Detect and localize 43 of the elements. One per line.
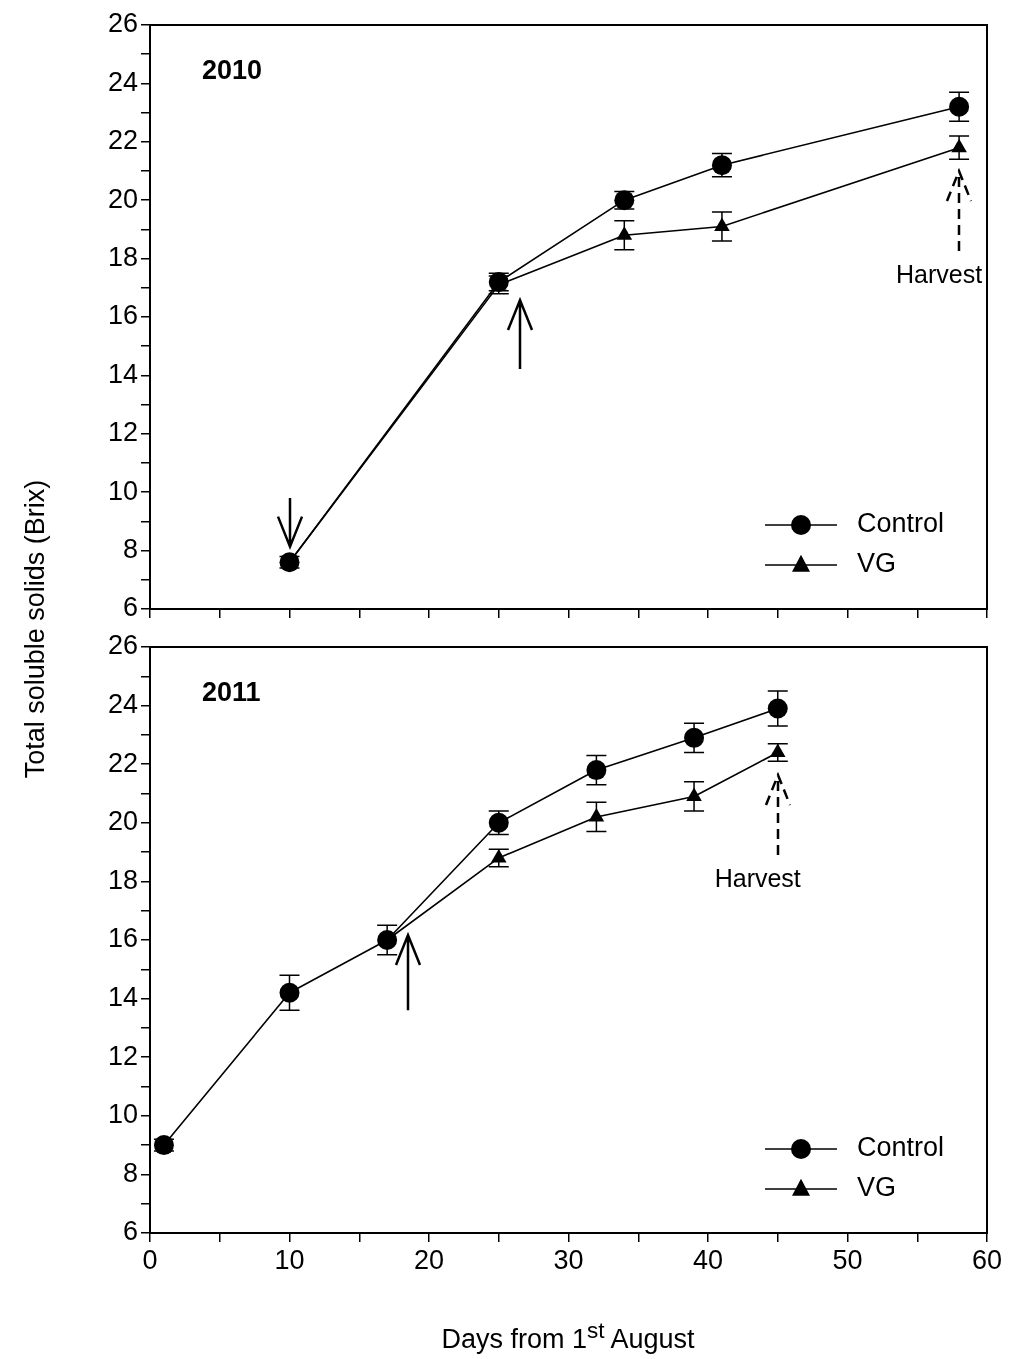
y-tick-label: 26: [107, 8, 138, 39]
y-tick-label: 8: [122, 534, 138, 565]
y-tick-label: 6: [122, 1216, 138, 1247]
x-tick-label: 40: [692, 1244, 724, 1275]
y-tick-label: 24: [107, 689, 138, 720]
x-tick-label: 20: [413, 1244, 445, 1275]
x-tick-label: 0: [142, 1244, 158, 1275]
legend-label: Control: [857, 1132, 945, 1163]
y-tick-label: 18: [107, 242, 138, 273]
x-tick-label: 50: [832, 1244, 863, 1275]
x-tick-label: 30: [553, 1244, 584, 1275]
y-tick-label: 14: [107, 358, 138, 389]
point: [586, 760, 607, 781]
annotation: Harvest: [896, 259, 983, 288]
y-tick-label: 12: [107, 1040, 138, 1071]
text: 2011: [202, 677, 261, 708]
y-tick-label: 14: [107, 982, 138, 1013]
text: 2010: [202, 55, 263, 86]
legend-label: VG: [857, 548, 897, 579]
y-tick-label: 18: [107, 864, 138, 895]
y-tick-label: 20: [107, 806, 138, 837]
y-tick-label: 26: [107, 630, 138, 661]
y-tick-label: 20: [107, 183, 138, 214]
y-tick-label: 16: [107, 923, 138, 954]
y-tick-label: 10: [107, 1099, 138, 1130]
y-tick-label: 10: [107, 475, 138, 506]
y-tick-label: 16: [107, 300, 138, 331]
y-tick-label: 24: [107, 66, 138, 97]
y-tick-label: 22: [107, 125, 138, 156]
point: [377, 930, 398, 950]
point: [616, 226, 633, 240]
y-tick-label: 8: [122, 1157, 138, 1188]
legend-label: VG: [857, 1172, 897, 1203]
y-tick-label: 12: [107, 417, 138, 448]
annotation: Harvest: [714, 864, 801, 893]
x-tick-label: 60: [971, 1244, 1003, 1275]
y-tick-label: 6: [122, 592, 138, 623]
x-axis-title: Days from 1$^{st}$ August: [441, 1318, 695, 1355]
y-tick-label: 22: [107, 747, 138, 778]
y-axis-title: Total soluble solids (Brix): [19, 479, 51, 779]
point: [279, 982, 300, 1003]
legend-label: Control: [857, 508, 945, 539]
x-tick-label: 10: [274, 1244, 305, 1275]
